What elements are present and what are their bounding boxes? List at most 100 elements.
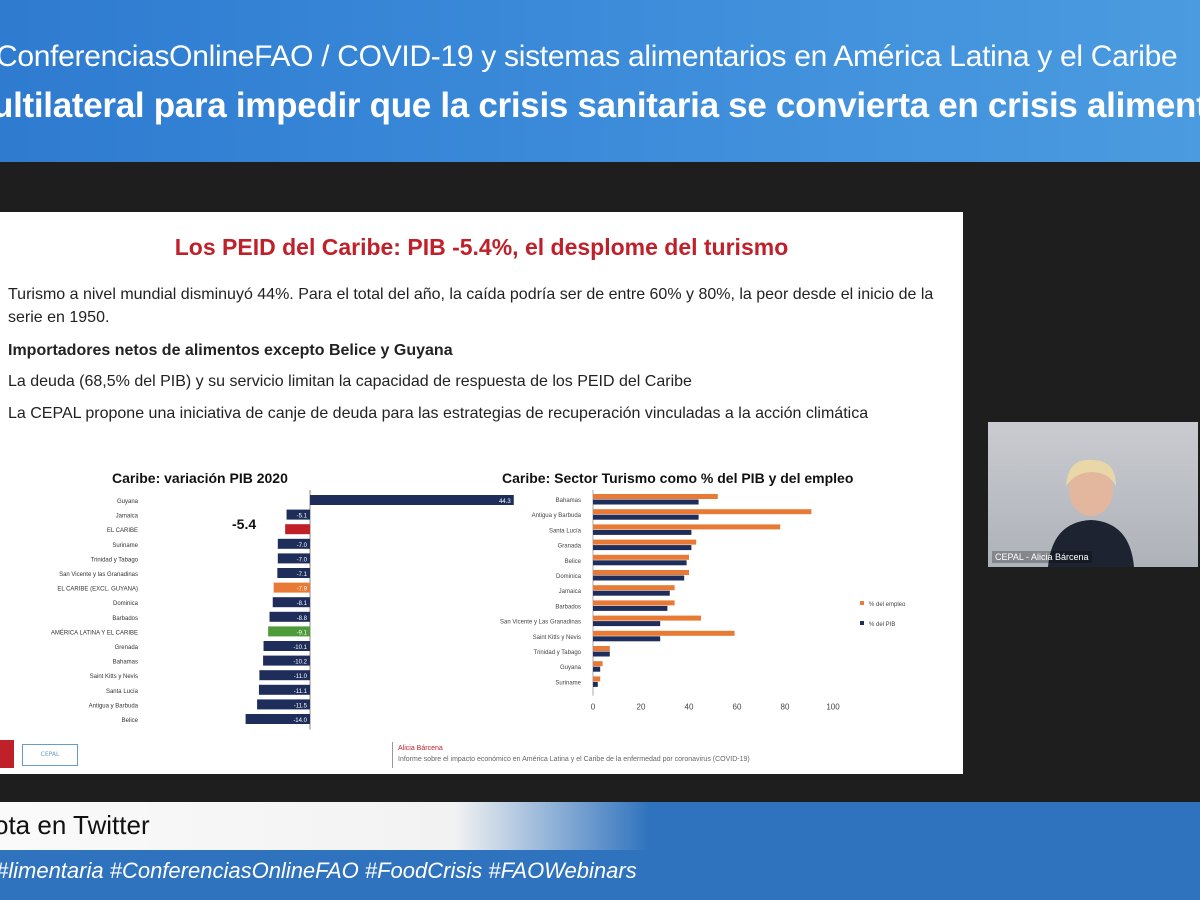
- chart1-category-label: Antigua y Barbuda: [89, 703, 139, 709]
- presenter-avatar: [1048, 459, 1134, 567]
- chart2-bar: [593, 600, 675, 606]
- chart1-bar: [245, 714, 310, 724]
- chart2-bar: [593, 621, 661, 627]
- chart1-bar: [277, 553, 310, 564]
- chart2-bar: [593, 529, 692, 535]
- chart1-value-label: 44.3: [499, 499, 511, 505]
- webcam-caption: CEPAL - Alicia Bárcena: [992, 551, 1092, 563]
- chart1-category-label: Saint Kitts y Nevis: [90, 674, 138, 680]
- chart1-value-label: -14.0: [293, 718, 307, 724]
- tourism-share-chart: Bahamas Antigua y Barbuda Santa Lucía Grana…: [500, 490, 906, 712]
- chart2-category-label: Saint Kitts y Nevis: [533, 635, 581, 641]
- ticker-hashtags: #limentaria #ConferenciasOnlineFAO #Food…: [0, 858, 637, 883]
- chart2-title: Caribe: Sector Turismo como % del PIB y …: [502, 470, 854, 486]
- chart2-bar: [593, 666, 601, 672]
- chart2-bar: [593, 524, 781, 530]
- chart1-value-label: -7.9: [297, 587, 308, 593]
- chart1-value-label: -7.1: [297, 572, 308, 578]
- chart2-bar: [593, 499, 699, 505]
- chart1-value-label: -7.0: [297, 543, 308, 549]
- chart1-category-label: EL CARIBE: [107, 528, 138, 534]
- slide-bullet-3: La deuda (68,5% del PIB) y su servicio l…: [8, 373, 692, 390]
- chart2-bar: [593, 676, 601, 682]
- gdp-variation-chart: Guyana 44.3 Jamaica -5.1 EL CARIBE Suriname -7…: [51, 490, 514, 730]
- chart1-value-label: -11.1: [294, 689, 308, 695]
- chart2-legend-swatch: [860, 601, 864, 605]
- chart1-bar: [277, 568, 310, 578]
- ticker-label-bar: ota en Twitter: [0, 802, 650, 850]
- chart2-bar: [593, 560, 687, 566]
- chart1-category-label: Belice: [122, 718, 139, 724]
- footer-source: Informe sobre el impacto económico en Am…: [398, 756, 750, 763]
- fao-logo: [0, 740, 14, 768]
- slide-bullet-1: Turismo a nivel mundial disminuyó 44%. P…: [8, 286, 934, 326]
- chart1-bar: [259, 670, 310, 681]
- top-banner: ConferenciasOnlineFAO / COVID-19 y siste…: [0, 0, 1200, 162]
- chart2-category-label: Bahamas: [556, 498, 581, 504]
- chart2-category-label: Trinidad y Tabago: [534, 650, 582, 656]
- chart1-category-label: Suriname: [112, 543, 138, 549]
- chart1-category-label: Barbados: [112, 616, 138, 622]
- chart2-bar: [593, 590, 670, 596]
- chart2-category-label: Dominica: [556, 574, 582, 580]
- chart1-title: Caribe: variación PIB 2020: [112, 470, 288, 486]
- chart1-bar: [258, 684, 310, 695]
- chart2-bar: [593, 545, 692, 551]
- chart1-value-label: -11.5: [294, 703, 308, 709]
- chart1-bar: [257, 699, 310, 710]
- chart2-category-label: Jamaica: [559, 589, 582, 595]
- chart2-bar: [593, 585, 675, 591]
- chart2-bar: [593, 661, 603, 667]
- chart2-legend-swatch: [860, 621, 864, 625]
- chart2-x-tick: 80: [781, 703, 790, 712]
- chart1-bar: [263, 655, 310, 666]
- presentation-slide: Los PEID del Caribe: PIB -5.4%, el despl…: [0, 212, 963, 774]
- chart2-bar: [593, 509, 812, 515]
- chart1-category-label: Jamaica: [116, 514, 139, 520]
- banner-subtitle: ConferenciasOnlineFAO / COVID-19 y siste…: [0, 40, 1178, 73]
- chart2-x-tick: 100: [826, 703, 840, 712]
- chart2-legend-label: % del PIB: [869, 622, 895, 628]
- chart2-category-label: Suriname: [555, 680, 581, 686]
- chart2-category-label: Antigua y Barbuda: [532, 513, 582, 519]
- chart2-category-label: Belice: [565, 559, 582, 565]
- chart1-category-label: Guyana: [117, 499, 139, 505]
- slide-title: Los PEID del Caribe: PIB -5.4%, el despl…: [174, 234, 789, 260]
- chart2-bar: [593, 554, 689, 560]
- chart2-bar: [593, 646, 610, 651]
- chart1-bar: [272, 597, 310, 608]
- chart2-category-label: Guyana: [560, 665, 582, 671]
- chart1-value-label: -7.0: [297, 557, 308, 563]
- chart2-bar: [593, 615, 701, 621]
- chart1-value-label: -5.1: [297, 514, 308, 520]
- footer-divider: [392, 742, 393, 768]
- chart1-bar: [285, 524, 310, 535]
- chart2-x-tick: 20: [637, 703, 646, 712]
- chart2-bar: [593, 681, 598, 687]
- chart2-bar: [593, 651, 610, 657]
- chart1-category-label: San Vicente y las Granadinas: [59, 572, 138, 578]
- chart1-category-label: Dominica: [113, 601, 139, 607]
- chart1-value-label: -10.2: [293, 660, 307, 666]
- chart2-bar: [593, 494, 718, 499]
- chart1-bar: [268, 626, 310, 637]
- chart1-category-label: Santa Lucía: [106, 689, 139, 695]
- chart2-bar: [593, 539, 697, 545]
- chart1-category-label: Bahamas: [113, 660, 138, 666]
- bottom-ticker: ota en Twitter #limentaria #Conferencias…: [0, 802, 1200, 900]
- banner-title: ultilateral para impedir que la crisis s…: [0, 86, 1200, 125]
- chart1-bar: [273, 582, 310, 593]
- chart1-annotation: -5.4: [232, 516, 256, 532]
- slide-bullet-4: La CEPAL propone una iniciativa de canje…: [8, 405, 869, 422]
- chart2-legend-label: % del empleo: [869, 602, 906, 608]
- chart2-category-label: Barbados: [555, 604, 581, 610]
- chart1-bar: [310, 495, 514, 505]
- slide-bullet-2: Importadores netos de alimentos excepto …: [8, 342, 453, 359]
- chart1-value-label: -8.1: [297, 601, 308, 607]
- chart2-x-tick: 60: [733, 703, 742, 712]
- chart2-x-tick: 40: [685, 703, 694, 712]
- chart2-x-tick: 0: [591, 703, 596, 712]
- chart1-category-label: EL CARIBE (EXCL. GUYANA): [57, 587, 138, 593]
- chart1-value-label: -10.1: [293, 645, 307, 651]
- chart1-category-label: Grenada: [115, 645, 139, 651]
